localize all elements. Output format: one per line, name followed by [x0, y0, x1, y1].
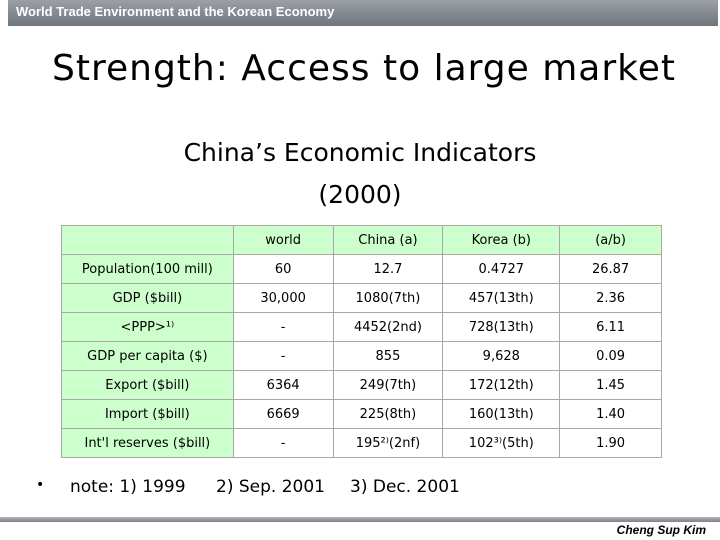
footnote-item-2: 2) Sep. 2001: [216, 477, 325, 497]
table-cell: 26.87: [559, 254, 662, 284]
table-year: (2000): [318, 180, 402, 209]
table-cell: 4452(2nd): [332, 312, 444, 342]
table-cell: 0.4727: [442, 254, 561, 284]
table-header-cell: [61, 225, 234, 255]
author-name: Cheng Sup Kim: [616, 523, 706, 537]
table-cell: 855: [332, 341, 444, 371]
table-cell: 1.45: [559, 370, 662, 400]
table-cell: 9,628: [442, 341, 561, 371]
table-cell: 225(8th): [332, 399, 444, 429]
row-label: <PPP>¹⁾: [61, 312, 234, 342]
indicators-table: world China (a) Korea (b) (a/b) Populati…: [61, 225, 662, 458]
table-cell: -: [232, 428, 334, 458]
header-bar: World Trade Environment and the Korean E…: [8, 0, 718, 26]
table-cell: 102³⁾(5th): [442, 428, 561, 458]
table-cell: 6364: [232, 370, 334, 400]
table-row: Population(100 mill) 60 12.7 0.4727 26.8…: [61, 254, 662, 284]
table-header-cell: Korea (b): [442, 225, 561, 255]
row-label: Population(100 mill): [61, 254, 234, 284]
slide-title: Strength: Access to large market: [52, 48, 676, 89]
table-cell: 195²⁾(2nf): [332, 428, 444, 458]
row-label: Import ($bill): [61, 399, 234, 429]
row-label: Export ($bill): [61, 370, 234, 400]
table-cell: 1080(7th): [332, 283, 444, 313]
footer-bar: [0, 517, 720, 522]
header-title: World Trade Environment and the Korean E…: [16, 4, 335, 19]
table-cell: 1.40: [559, 399, 662, 429]
table-cell: 60: [232, 254, 334, 284]
table-cell: 6669: [232, 399, 334, 429]
table-row: Export ($bill) 6364 249(7th) 172(12th) 1…: [61, 370, 662, 400]
table-row: Int'l reserves ($bill) - 195²⁾(2nf) 102³…: [61, 428, 662, 458]
row-label: Int'l reserves ($bill): [61, 428, 234, 458]
table-cell: 30,000: [232, 283, 334, 313]
table-cell: 160(13th): [442, 399, 561, 429]
table-cell: 1.90: [559, 428, 662, 458]
table-cell: 6.11: [559, 312, 662, 342]
row-label: GDP ($bill): [61, 283, 234, 313]
table-cell: 2.36: [559, 283, 662, 313]
table-cell: -: [232, 312, 334, 342]
footnote-item-3: 3) Dec. 2001: [350, 477, 460, 497]
footnote-label: note: 1) 1999: [70, 477, 186, 497]
table-header-cell: China (a): [332, 225, 444, 255]
table-row: Import ($bill) 6669 225(8th) 160(13th) 1…: [61, 399, 662, 429]
table-cell: 249(7th): [332, 370, 444, 400]
table-header-cell: (a/b): [559, 225, 662, 255]
table-title: China’s Economic Indicators: [183, 138, 537, 167]
table-cell: 457(13th): [442, 283, 561, 313]
table-row: <PPP>¹⁾ - 4452(2nd) 728(13th) 6.11: [61, 312, 662, 342]
table-header-cell: world: [232, 225, 334, 255]
table-cell: 728(13th): [442, 312, 561, 342]
table-cell: 172(12th): [442, 370, 561, 400]
table-cell: 12.7: [332, 254, 444, 284]
table-row: GDP per capita ($) - 855 9,628 0.09: [61, 341, 662, 371]
table-cell: -: [232, 341, 334, 371]
bullet-icon: •: [36, 477, 45, 493]
row-label: GDP per capita ($): [61, 341, 234, 371]
table-row: GDP ($bill) 30,000 1080(7th) 457(13th) 2…: [61, 283, 662, 313]
table-cell: 0.09: [559, 341, 662, 371]
table-header-row: world China (a) Korea (b) (a/b): [61, 225, 662, 255]
